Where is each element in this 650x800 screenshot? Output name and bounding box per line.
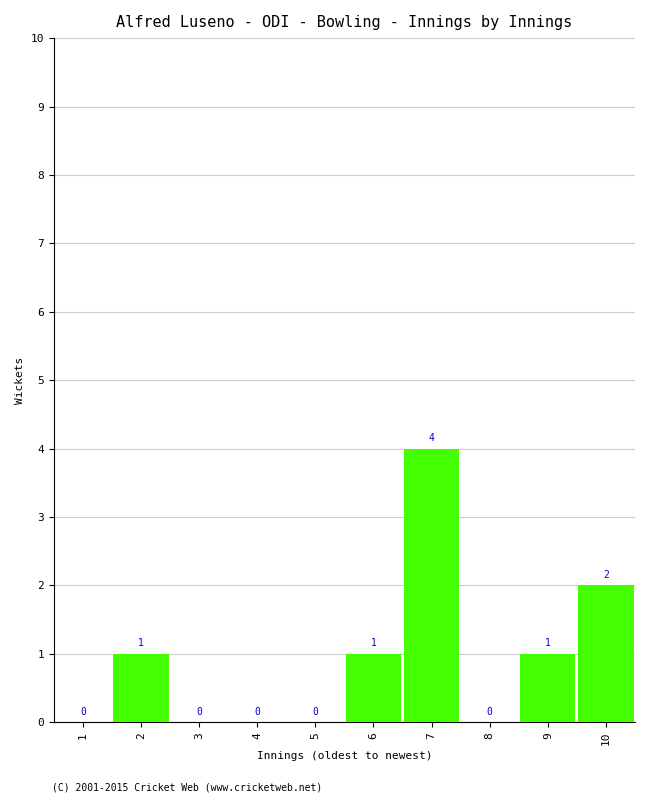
Text: 2: 2 <box>603 570 609 580</box>
Text: 1: 1 <box>138 638 144 648</box>
Bar <box>113 654 168 722</box>
Text: 1: 1 <box>545 638 551 648</box>
Text: 0: 0 <box>313 706 318 717</box>
Text: 4: 4 <box>428 433 434 443</box>
Text: 0: 0 <box>196 706 202 717</box>
Bar <box>578 586 634 722</box>
Bar <box>520 654 575 722</box>
Text: 0: 0 <box>254 706 260 717</box>
Text: 1: 1 <box>370 638 376 648</box>
Bar <box>404 449 459 722</box>
Y-axis label: Wickets: Wickets <box>15 357 25 404</box>
X-axis label: Innings (oldest to newest): Innings (oldest to newest) <box>257 751 432 761</box>
Text: (C) 2001-2015 Cricket Web (www.cricketweb.net): (C) 2001-2015 Cricket Web (www.cricketwe… <box>52 782 322 792</box>
Bar <box>346 654 401 722</box>
Title: Alfred Luseno - ODI - Bowling - Innings by Innings: Alfred Luseno - ODI - Bowling - Innings … <box>116 15 573 30</box>
Text: 0: 0 <box>80 706 86 717</box>
Text: 0: 0 <box>487 706 493 717</box>
